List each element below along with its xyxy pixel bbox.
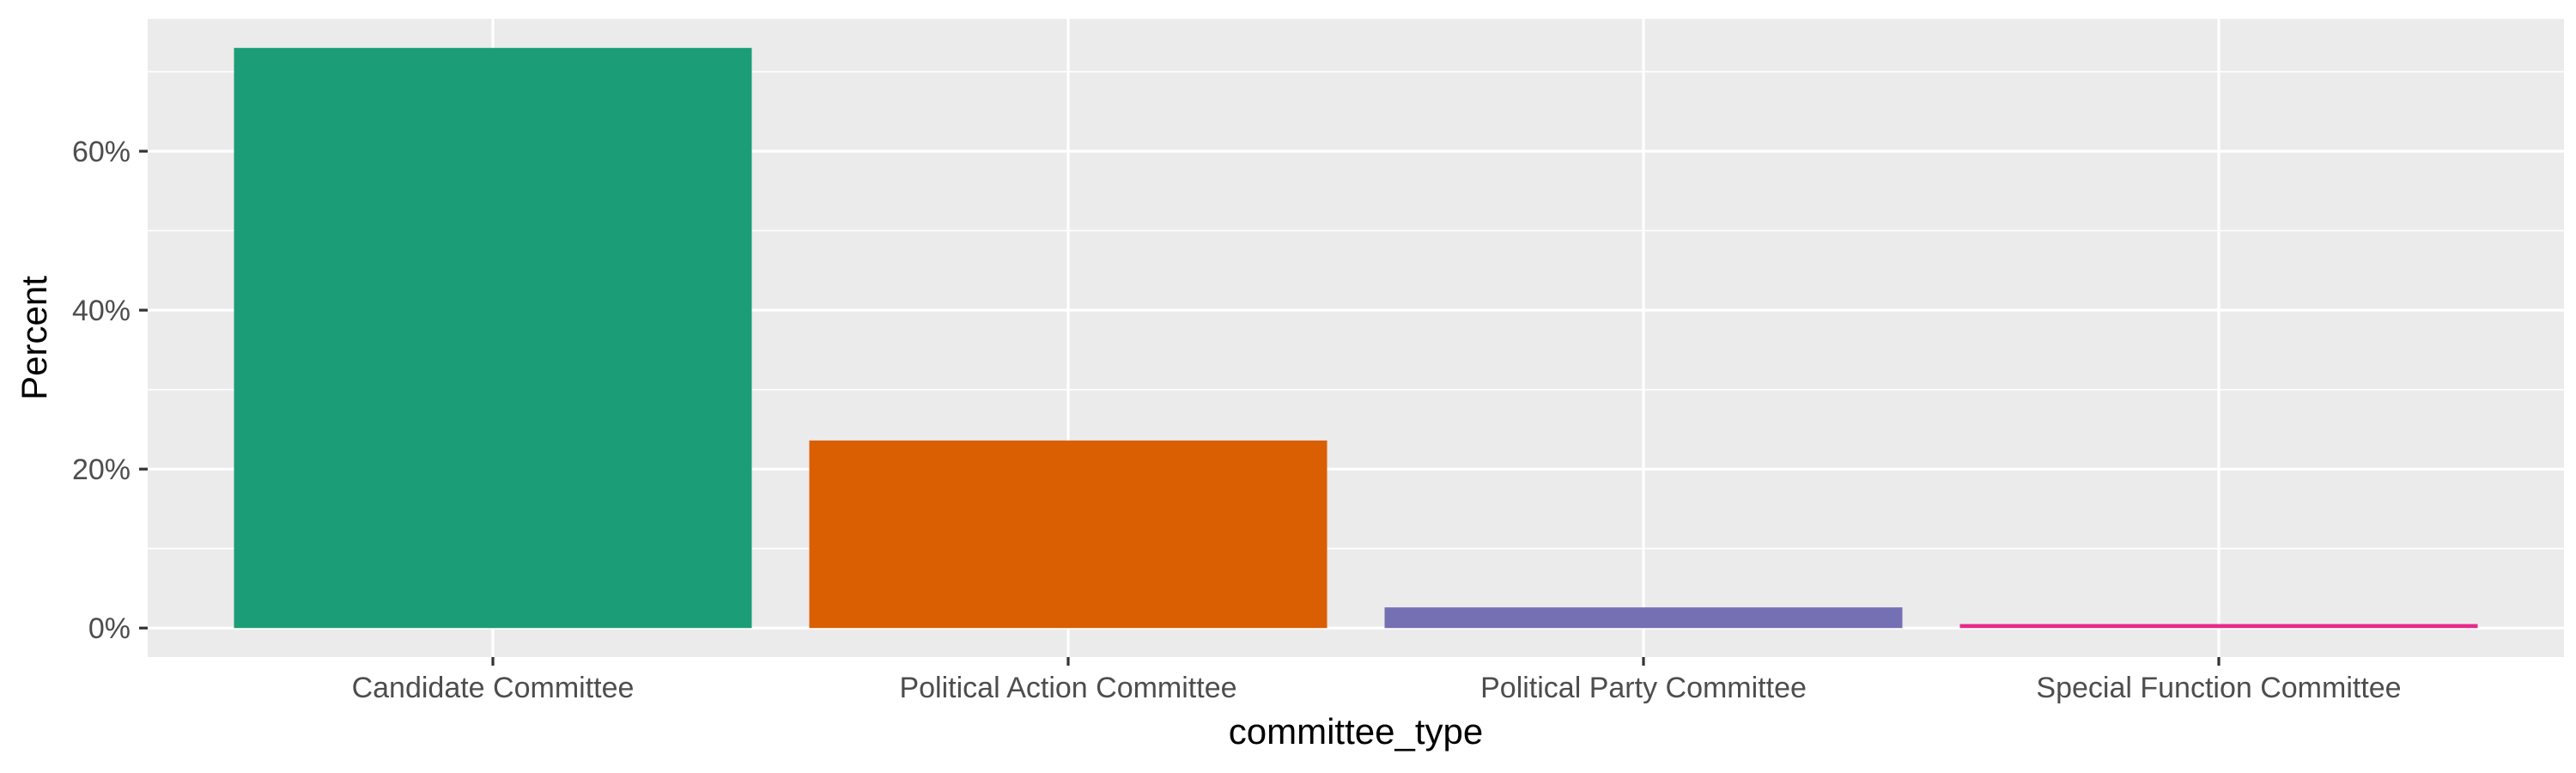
x-axis-title: committee_type [1229,711,1483,752]
x-axis: Candidate Committee Political Action Comm… [352,657,2402,704]
y-tick-label: 0% [88,612,131,645]
bar [234,47,752,629]
y-tick-label: 40% [72,295,131,327]
x-tick-label: Political Party Committee [1480,672,1807,704]
y-axis: 0% 20% 40% 60% [72,136,148,645]
bar [1384,607,1903,629]
y-tick-label: 60% [72,136,131,168]
bar [809,440,1327,629]
bar [1959,624,2478,629]
x-tick-label: Candidate Committee [352,672,635,704]
bars [234,47,2478,629]
y-tick-label: 20% [72,453,131,486]
y-axis-title: Percent [14,276,54,400]
x-tick-label: Special Function Committee [2036,672,2401,704]
x-tick-label: Political Action Committee [899,672,1236,704]
